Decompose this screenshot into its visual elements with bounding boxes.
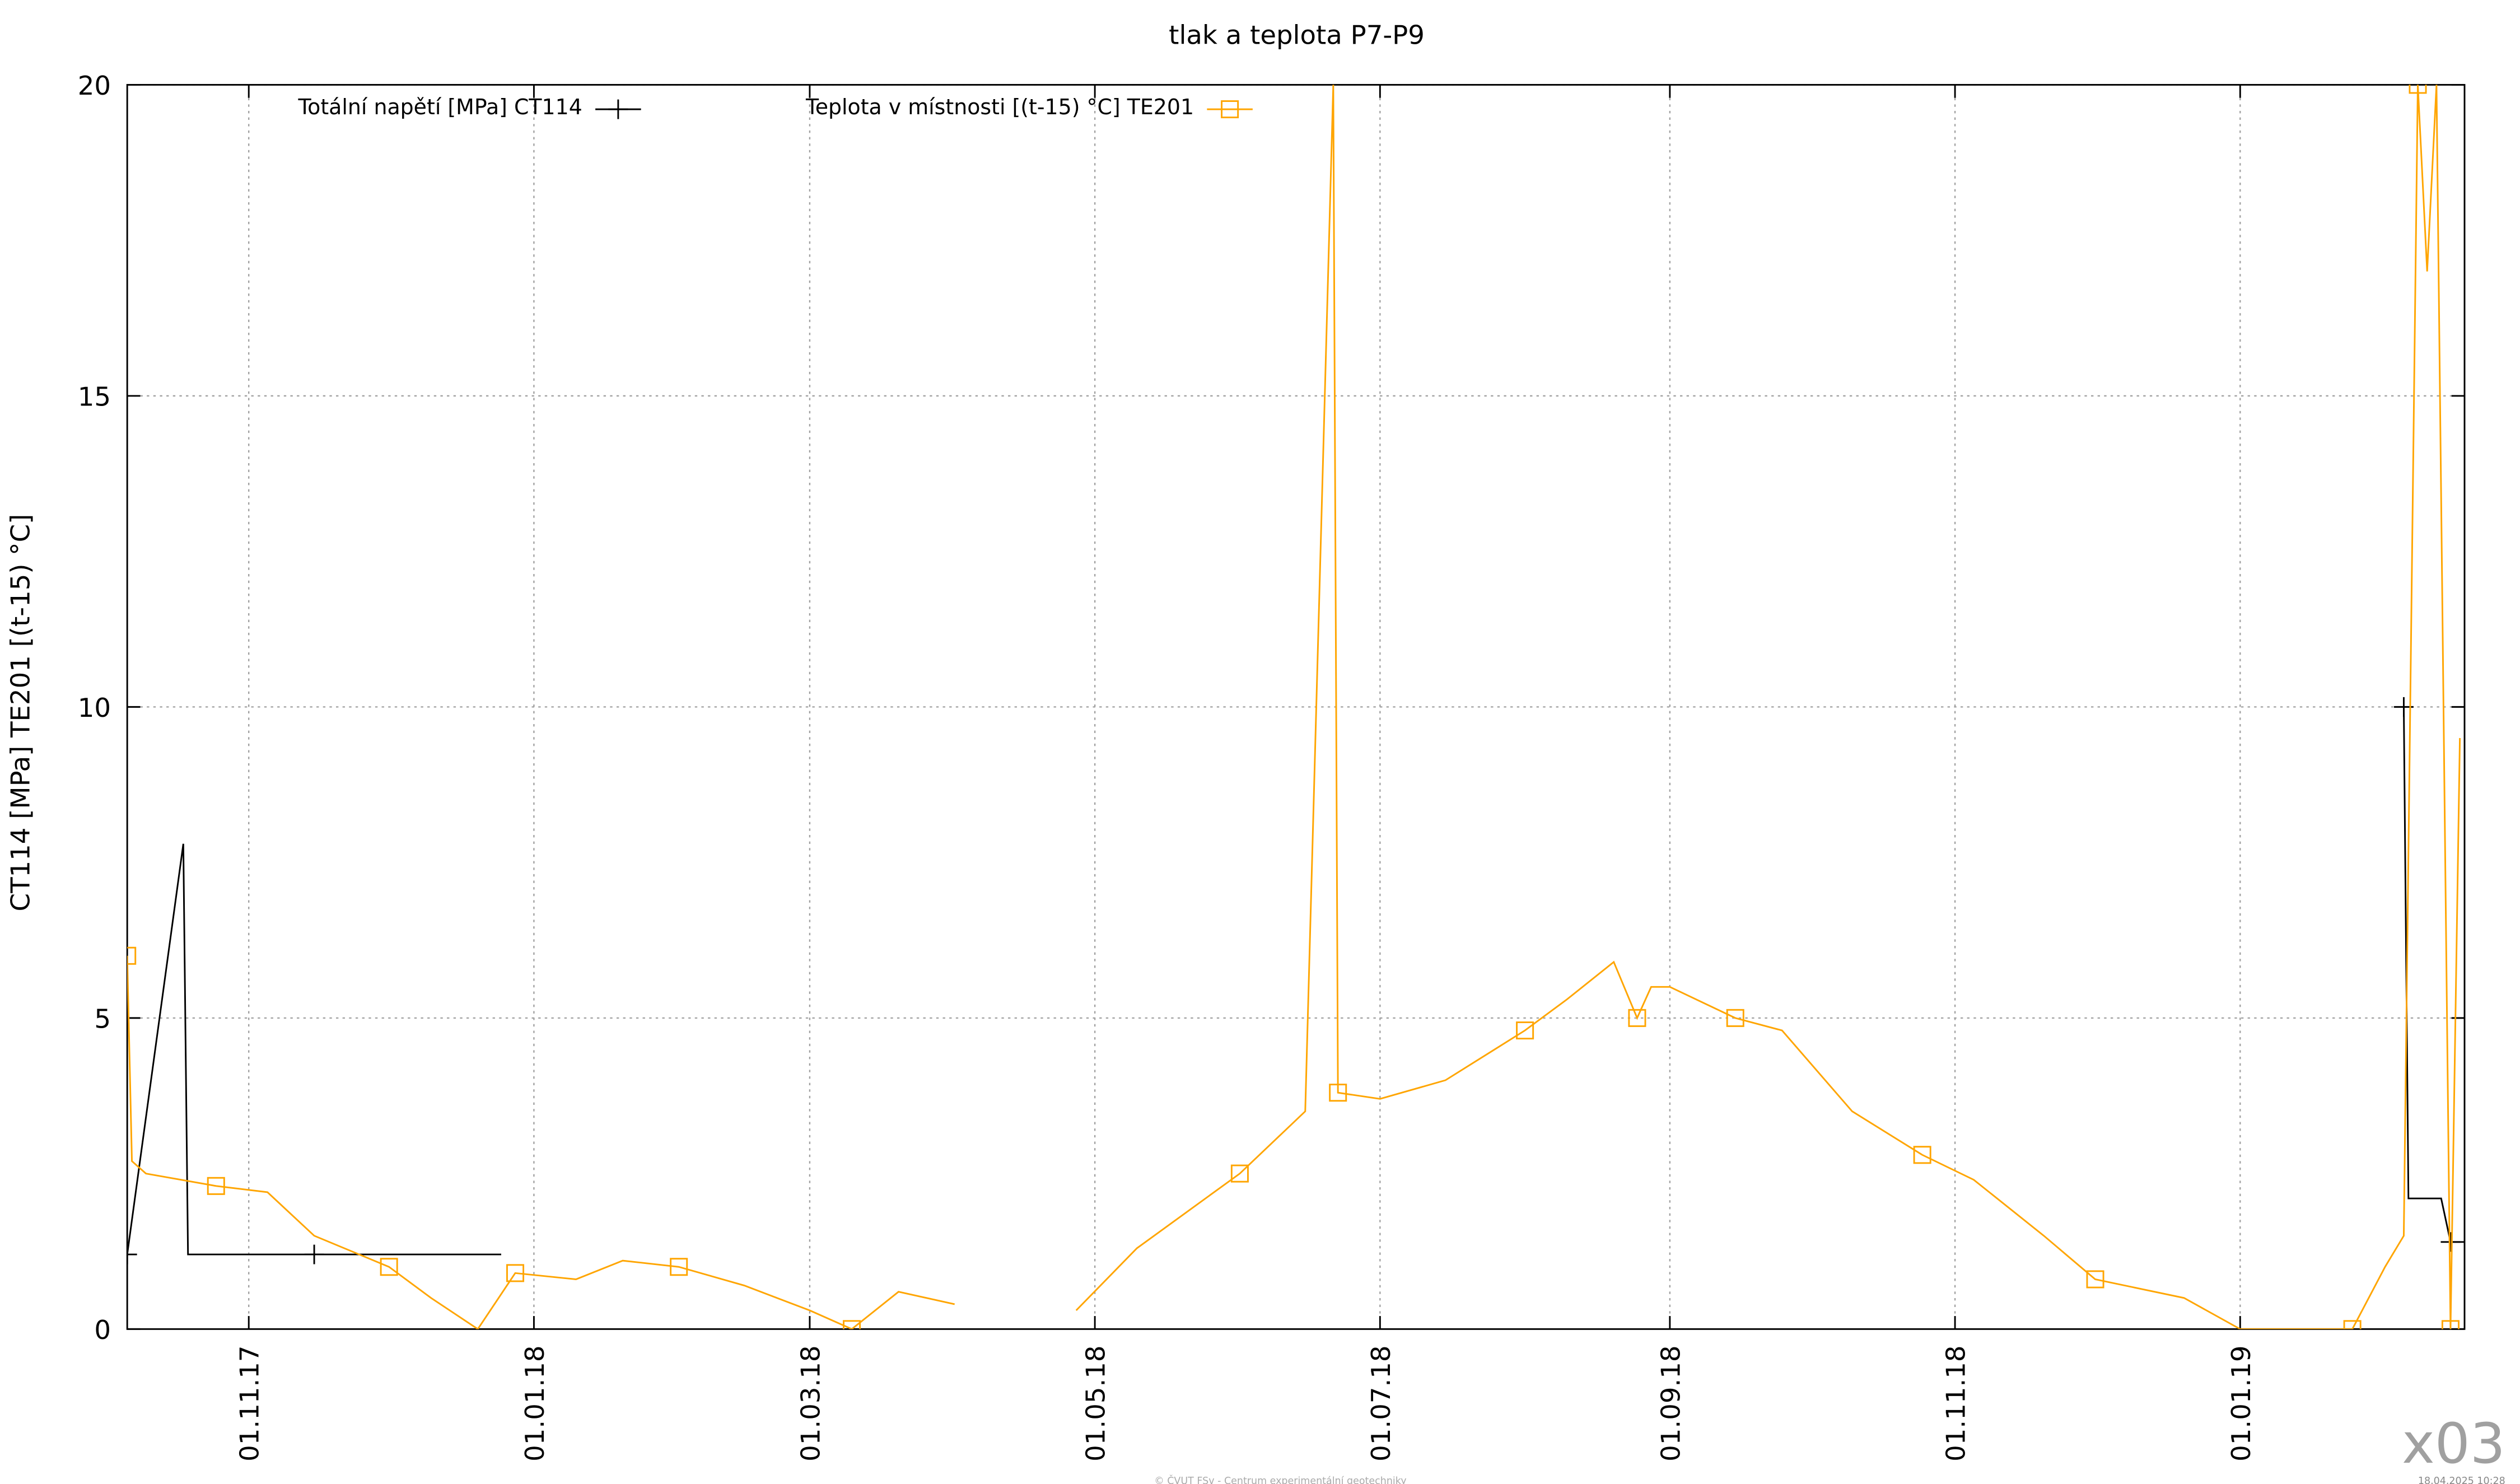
point-marker [2343,1320,2362,1329]
x-tick-label: 01.09.18 [1655,1345,1686,1461]
x-tick-label: 01.07.18 [1366,1345,1396,1461]
line [127,85,2461,1329]
point-marker [1329,1084,1347,1102]
plot-frame [126,83,2466,1330]
footer: © ČVUT FSv - Centrum experimentální geot… [1154,1474,1406,1484]
legend-label: Teplota v místnosti [(t-15) °C] TE201 [805,95,1194,119]
point-marker [2409,85,2427,94]
watermark: x03 [2402,1412,2505,1476]
point-marker [1516,1021,1534,1040]
x-tick-label: 01.05.18 [1081,1345,1111,1461]
legend-label: Totální napětí [MPa] CT114 [297,95,582,119]
point-marker [1913,1146,1931,1164]
point-marker [127,946,137,965]
point-marker [670,1258,688,1276]
point-marker [2440,1232,2461,1252]
series [127,85,2461,1329]
x-tick-label: 01.11.18 [1941,1345,1971,1461]
y-tick-label: 20 [78,71,111,101]
y-tick-label: 0 [94,1315,111,1345]
point-marker [207,1177,225,1195]
point-marker [2441,1320,2460,1329]
point-marker [506,1264,525,1282]
timestamp: 18.04.2025 10:28 [2418,1476,2505,1484]
line [127,707,2465,1256]
legend-marker [1221,100,1239,119]
point-marker [1628,1009,1646,1027]
y-tick-label: 15 [78,381,111,412]
y-tick-label: 10 [78,693,111,723]
x-tick-label: 01.03.18 [795,1345,825,1461]
x-tick-label: 01.01.19 [2226,1345,2256,1461]
point-marker [380,1258,398,1276]
point-marker [2086,1270,2104,1289]
series [127,697,2465,1264]
point-marker [1230,1164,1249,1183]
y-tick-label: 5 [94,1004,111,1034]
point-marker [304,1244,324,1264]
point-marker [843,1320,861,1329]
y-axis-label: CT114 [MPa] TE201 [(t-15) °C] [5,514,35,912]
point-marker [127,1244,137,1264]
x-tick-label: 01.01.18 [520,1345,550,1461]
point-marker [1726,1009,1744,1027]
x-tick-label: 01.11.17 [235,1345,265,1461]
legend-marker [608,99,628,119]
chart-title: tlak a teplota P7-P9 [1169,20,1425,50]
